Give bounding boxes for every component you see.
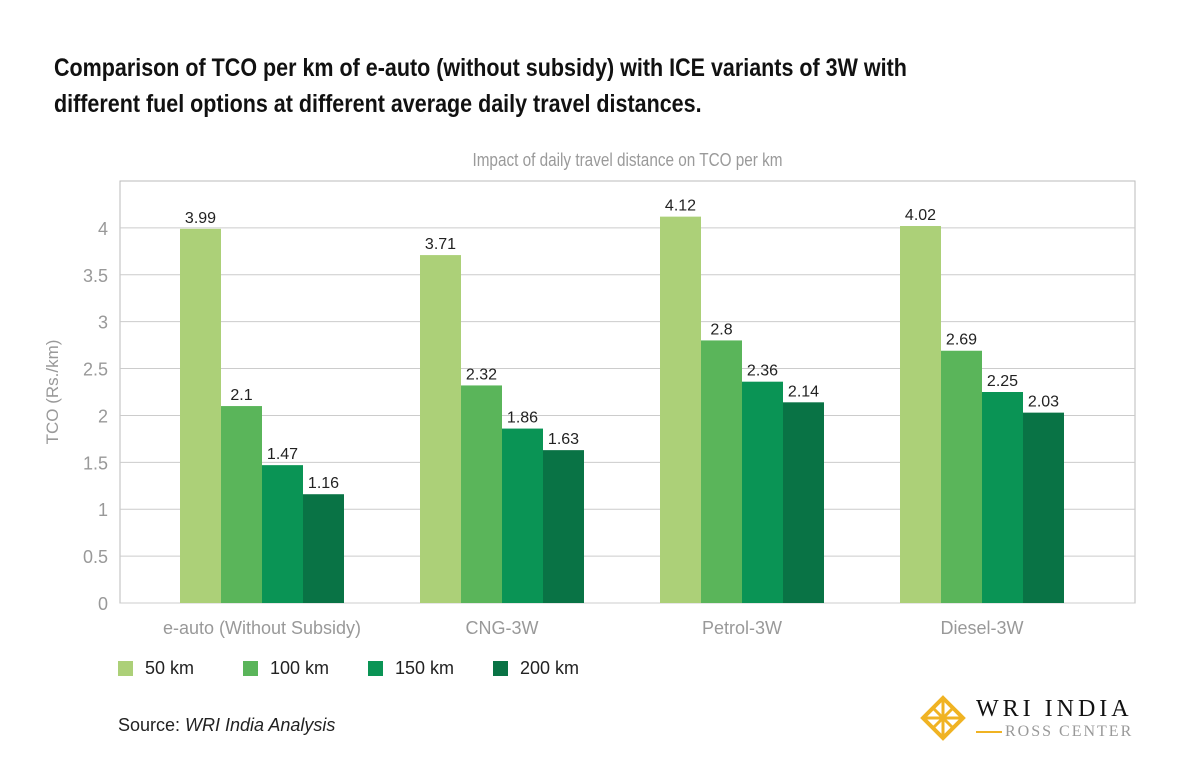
legend-swatch [493,661,508,676]
logo-line1: WRI INDIA [976,695,1133,722]
legend-label: 150 km [395,658,455,678]
data-label: 3.99 [185,210,216,227]
bar [461,385,502,603]
bar [941,350,982,603]
x-tick-label: Petrol-3W [702,618,782,638]
legend-item: 50 km [118,658,243,679]
y-tick-label: 1.5 [83,453,108,473]
y-tick-label: 0 [98,594,108,614]
legend: 50 km 100 km 150 km 200 km [118,658,618,679]
data-label: 2.1 [230,387,252,404]
y-tick-label: 4 [98,219,108,239]
legend-label: 100 km [270,658,330,678]
bar [783,402,824,603]
data-label: 2.69 [946,332,977,349]
data-label: 1.86 [507,410,538,427]
bar [660,216,701,603]
data-label: 2.14 [788,383,819,400]
wri-india-logo: WRI INDIA ROSS CENTER [918,693,1133,743]
chart-title: Impact of daily travel distance on TCO p… [472,150,783,170]
y-tick-label: 1 [98,500,108,520]
logo-knot-icon [920,695,966,741]
data-label: 2.36 [747,363,778,380]
bar [221,406,262,603]
data-label: 1.63 [548,431,579,448]
bar [900,226,941,603]
bar [982,392,1023,603]
legend-item: 150 km [368,658,493,679]
bar [742,381,783,603]
data-label: 3.71 [425,236,456,253]
bar [543,450,584,603]
legend-label: 200 km [520,658,580,678]
x-tick-label: Diesel-3W [940,618,1023,638]
bar [180,228,221,603]
legend-item: 100 km [243,658,368,679]
y-tick-label: 3.5 [83,266,108,286]
source-label: Source: [118,715,186,735]
y-axis-label: TCO (Rs./km) [43,340,62,445]
y-tick-label: 2 [98,406,108,426]
bar [701,340,742,603]
legend-item: 200 km [493,658,618,679]
data-label: 1.47 [267,446,298,463]
source-note: Source: WRI India Analysis [118,715,335,736]
data-label: 2.25 [987,373,1018,390]
data-label: 2.32 [466,366,497,383]
x-tick-label: e-auto (Without Subsidy) [163,618,361,638]
y-tick-label: 0.5 [83,547,108,567]
data-label: 4.12 [665,198,696,215]
x-tick-label: CNG-3W [466,618,539,638]
data-label: 4.02 [905,207,936,224]
logo-line2: ROSS CENTER [1005,722,1134,740]
bar [502,428,543,603]
y-tick-label: 2.5 [83,360,108,380]
data-label: 2.8 [710,321,732,338]
bar [420,255,461,603]
source-value: WRI India Analysis [185,715,336,735]
chart-heading: Comparison of TCO per km of e-auto (with… [54,54,907,118]
bar [1023,412,1064,603]
legend-swatch [368,661,383,676]
legend-swatch [243,661,258,676]
bar [303,494,344,603]
y-tick-label: 3 [98,313,108,333]
data-label: 1.16 [308,475,339,492]
data-label: 2.03 [1028,394,1059,411]
legend-swatch [118,661,133,676]
legend-label: 50 km [145,658,195,678]
bar [262,465,303,603]
